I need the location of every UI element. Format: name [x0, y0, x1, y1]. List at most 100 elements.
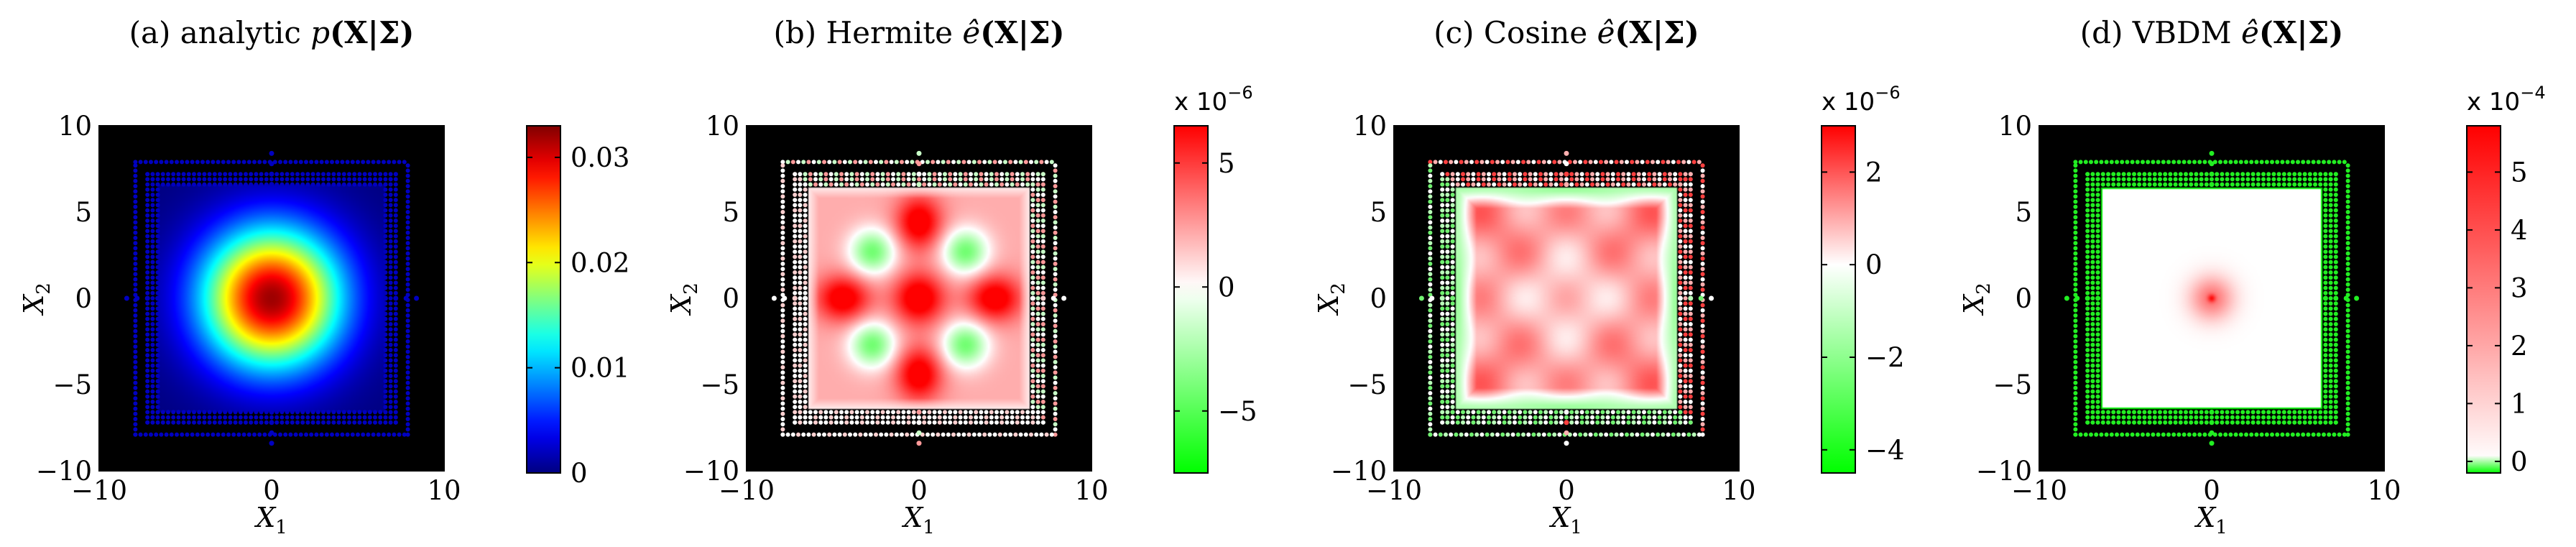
sample-point: [2116, 410, 2121, 415]
sample-point: [145, 172, 150, 177]
sample-point: [803, 198, 808, 203]
sample-point: [405, 313, 410, 318]
sample-point: [2328, 234, 2333, 239]
sample-point: [1445, 368, 1450, 373]
sample-point: [2073, 173, 2078, 178]
sample-point: [2073, 401, 2078, 406]
sample-point: [1428, 417, 1433, 421]
sample-point: [2215, 177, 2220, 182]
sample-point: [961, 160, 966, 165]
sample-point: [207, 172, 212, 177]
sample-point: [2345, 359, 2350, 364]
sample-point: [1574, 415, 1579, 420]
sample-point: [1428, 354, 1433, 359]
sample-point: [1053, 173, 1058, 178]
sample-point: [150, 400, 155, 404]
sample-point: [2333, 285, 2338, 290]
sample-point: [1662, 420, 1667, 425]
sample-point: [383, 285, 388, 290]
sample-point: [1474, 432, 1479, 437]
sample-point: [144, 295, 150, 301]
sample-point: [2292, 177, 2297, 182]
x-tick-label: 10: [1722, 475, 1755, 506]
sample-point: [1428, 277, 1433, 282]
sample-point: [388, 394, 393, 399]
sample-point: [145, 322, 150, 326]
sample-point: [798, 337, 803, 342]
sample-point: [1616, 420, 1620, 425]
sample-point: [1450, 389, 1455, 394]
sample-point: [1683, 363, 1688, 368]
sample-point: [1538, 177, 1543, 182]
sample-point: [977, 432, 982, 437]
sample-point: [190, 432, 195, 437]
sample-point: [1051, 295, 1056, 301]
sample-point: [388, 203, 393, 208]
sample-point: [1631, 172, 1636, 177]
sample-point: [1673, 182, 1678, 187]
sample-point: [1428, 365, 1433, 369]
sample-point: [966, 160, 971, 165]
sample-point: [1450, 187, 1455, 192]
sample-point: [1688, 280, 1693, 285]
sample-point: [885, 177, 890, 182]
sample-point: [1035, 234, 1040, 239]
sample-point: [827, 160, 832, 165]
sample-point: [274, 420, 280, 425]
sample-point: [1476, 410, 1481, 415]
sample-point: [2083, 432, 2088, 437]
sample-point: [1030, 384, 1035, 389]
sample-point: [793, 400, 798, 404]
sample-point: [373, 177, 377, 182]
sample-point: [2323, 306, 2328, 311]
sample-point: [133, 318, 138, 323]
sample-point: [2126, 172, 2131, 177]
sample-point: [1678, 270, 1683, 275]
sample-point: [803, 182, 808, 187]
sample-point: [2085, 295, 2090, 301]
sample-point: [1053, 163, 1058, 168]
sample-point: [2318, 172, 2323, 177]
sample-point: [2073, 422, 2078, 427]
sample-point: [1008, 160, 1013, 165]
sample-point: [331, 177, 336, 182]
sample-point: [1018, 160, 1023, 165]
sample-point: [2090, 265, 2095, 270]
sample-point: [793, 203, 798, 208]
sample-point: [1450, 348, 1455, 352]
sample-point: [2345, 236, 2350, 240]
sample-point: [969, 415, 973, 420]
sample-point: [2275, 160, 2280, 165]
sample-point: [218, 172, 222, 177]
sample-point: [405, 303, 410, 308]
sample-point: [813, 177, 818, 182]
sample-point: [357, 415, 362, 420]
axes-frame: [98, 125, 445, 472]
panel-a: (a) analytic p(X|Σ)−10 0 101050−5−10X1X20.…: [18, 15, 629, 538]
sample-point: [1485, 160, 1490, 165]
sample-point: [2276, 415, 2281, 420]
sample-point: [2322, 295, 2328, 301]
sample-point: [2085, 224, 2090, 229]
sample-point: [1035, 374, 1040, 378]
sample-point: [1450, 239, 1455, 244]
sample-point: [1518, 182, 1523, 187]
sample-point: [984, 172, 989, 177]
sample-point: [2332, 160, 2337, 165]
sample-point: [321, 415, 326, 420]
sample-point: [2126, 177, 2131, 182]
sample-point: [2163, 420, 2168, 425]
sample-point: [2073, 184, 2078, 188]
sample-point: [145, 337, 150, 342]
sample-point: [780, 204, 785, 209]
sample-point: [858, 432, 863, 437]
sample-point: [295, 415, 300, 420]
sample-point: [388, 224, 393, 229]
sample-point: [1040, 368, 1045, 373]
sample-point: [238, 182, 243, 187]
sample-point: [383, 259, 388, 265]
sample-point: [207, 415, 212, 420]
sample-point: [1466, 415, 1471, 420]
sample-point: [989, 177, 994, 182]
sample-point: [803, 275, 808, 280]
